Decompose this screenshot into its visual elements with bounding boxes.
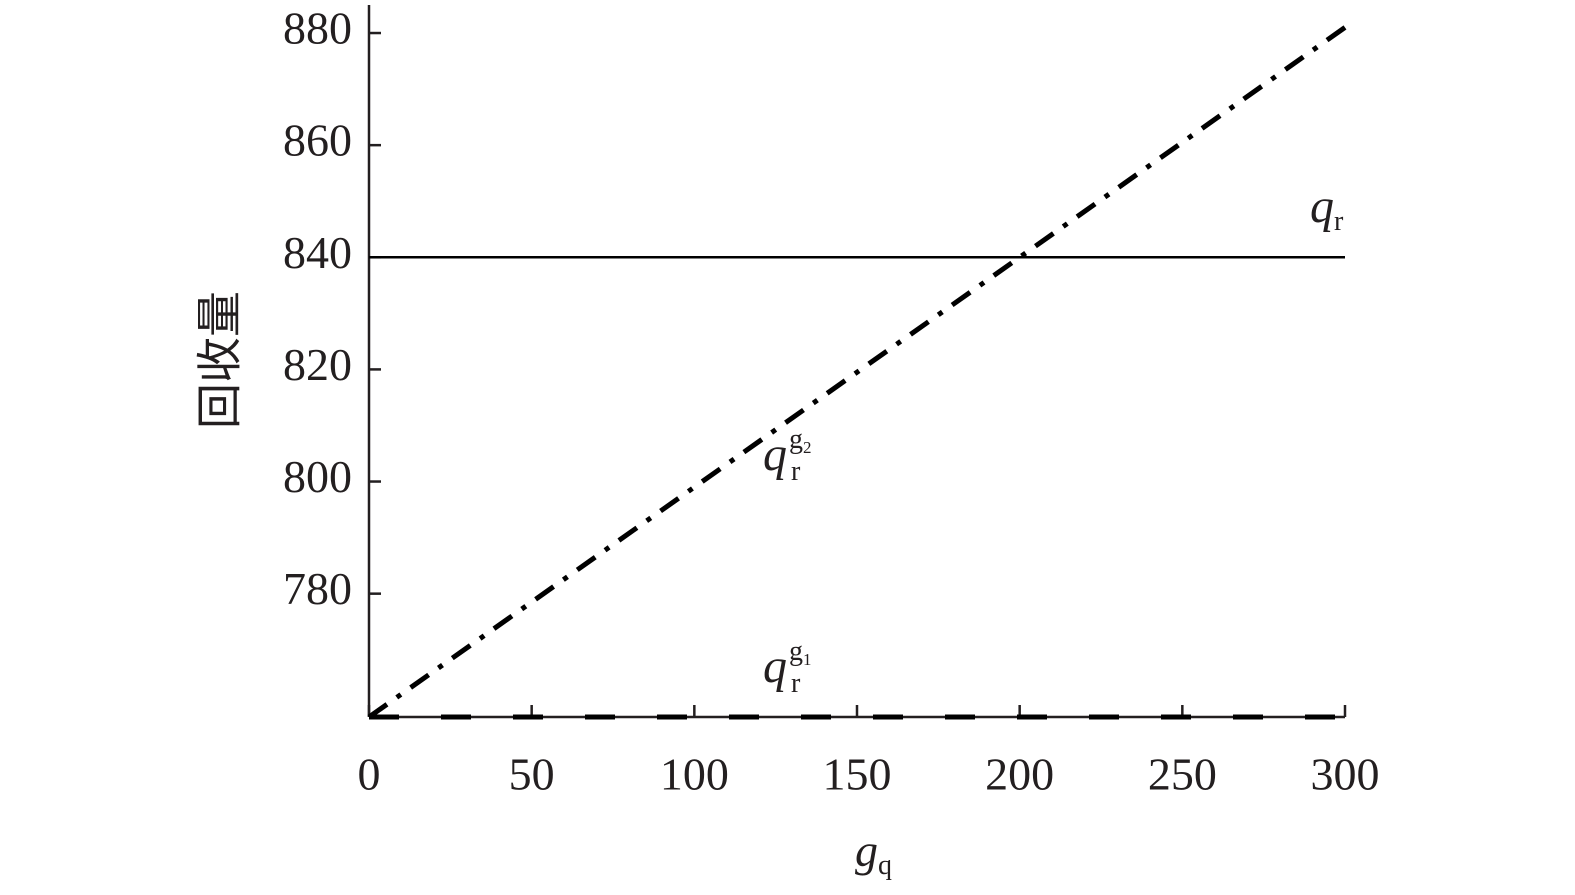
y-tick-label: 860 <box>283 115 352 166</box>
label-sub: r <box>791 668 801 699</box>
series-label: qr <box>1310 180 1344 237</box>
label-sup: g <box>789 424 803 455</box>
y-tick-label: 820 <box>283 339 352 390</box>
label-base: q <box>763 428 787 481</box>
x-tick-label: 0 <box>358 749 381 800</box>
y-axis-label: 回收量 <box>195 291 246 429</box>
series-line <box>367 25 1347 720</box>
label-sup-sub: 2 <box>803 438 812 457</box>
label-sup-sub: 1 <box>803 650 812 669</box>
y-tick-label: 840 <box>283 227 352 278</box>
series-label: qg1 r <box>763 636 812 699</box>
y-tick-label: 780 <box>283 563 352 614</box>
y-tick-label: 880 <box>283 3 352 54</box>
x-tick-label: 200 <box>985 749 1054 800</box>
x-label-base: g <box>855 825 878 876</box>
label-sub: r <box>1334 206 1344 237</box>
x-tick-label: 150 <box>823 749 892 800</box>
label-sub: r <box>791 456 801 487</box>
label-base: q <box>1310 180 1334 233</box>
x-tick-label: 300 <box>1311 749 1380 800</box>
x-axis-label: gq <box>855 825 892 881</box>
label-base: q <box>763 640 787 693</box>
series-label: qg2 r <box>763 424 812 487</box>
x-tick-label: 100 <box>660 749 729 800</box>
x-tick-label: 250 <box>1148 749 1217 800</box>
x-label-sub: q <box>878 850 892 881</box>
label-sup: g <box>789 636 803 667</box>
y-tick-label: 800 <box>283 451 352 502</box>
x-tick-label: 50 <box>509 749 555 800</box>
